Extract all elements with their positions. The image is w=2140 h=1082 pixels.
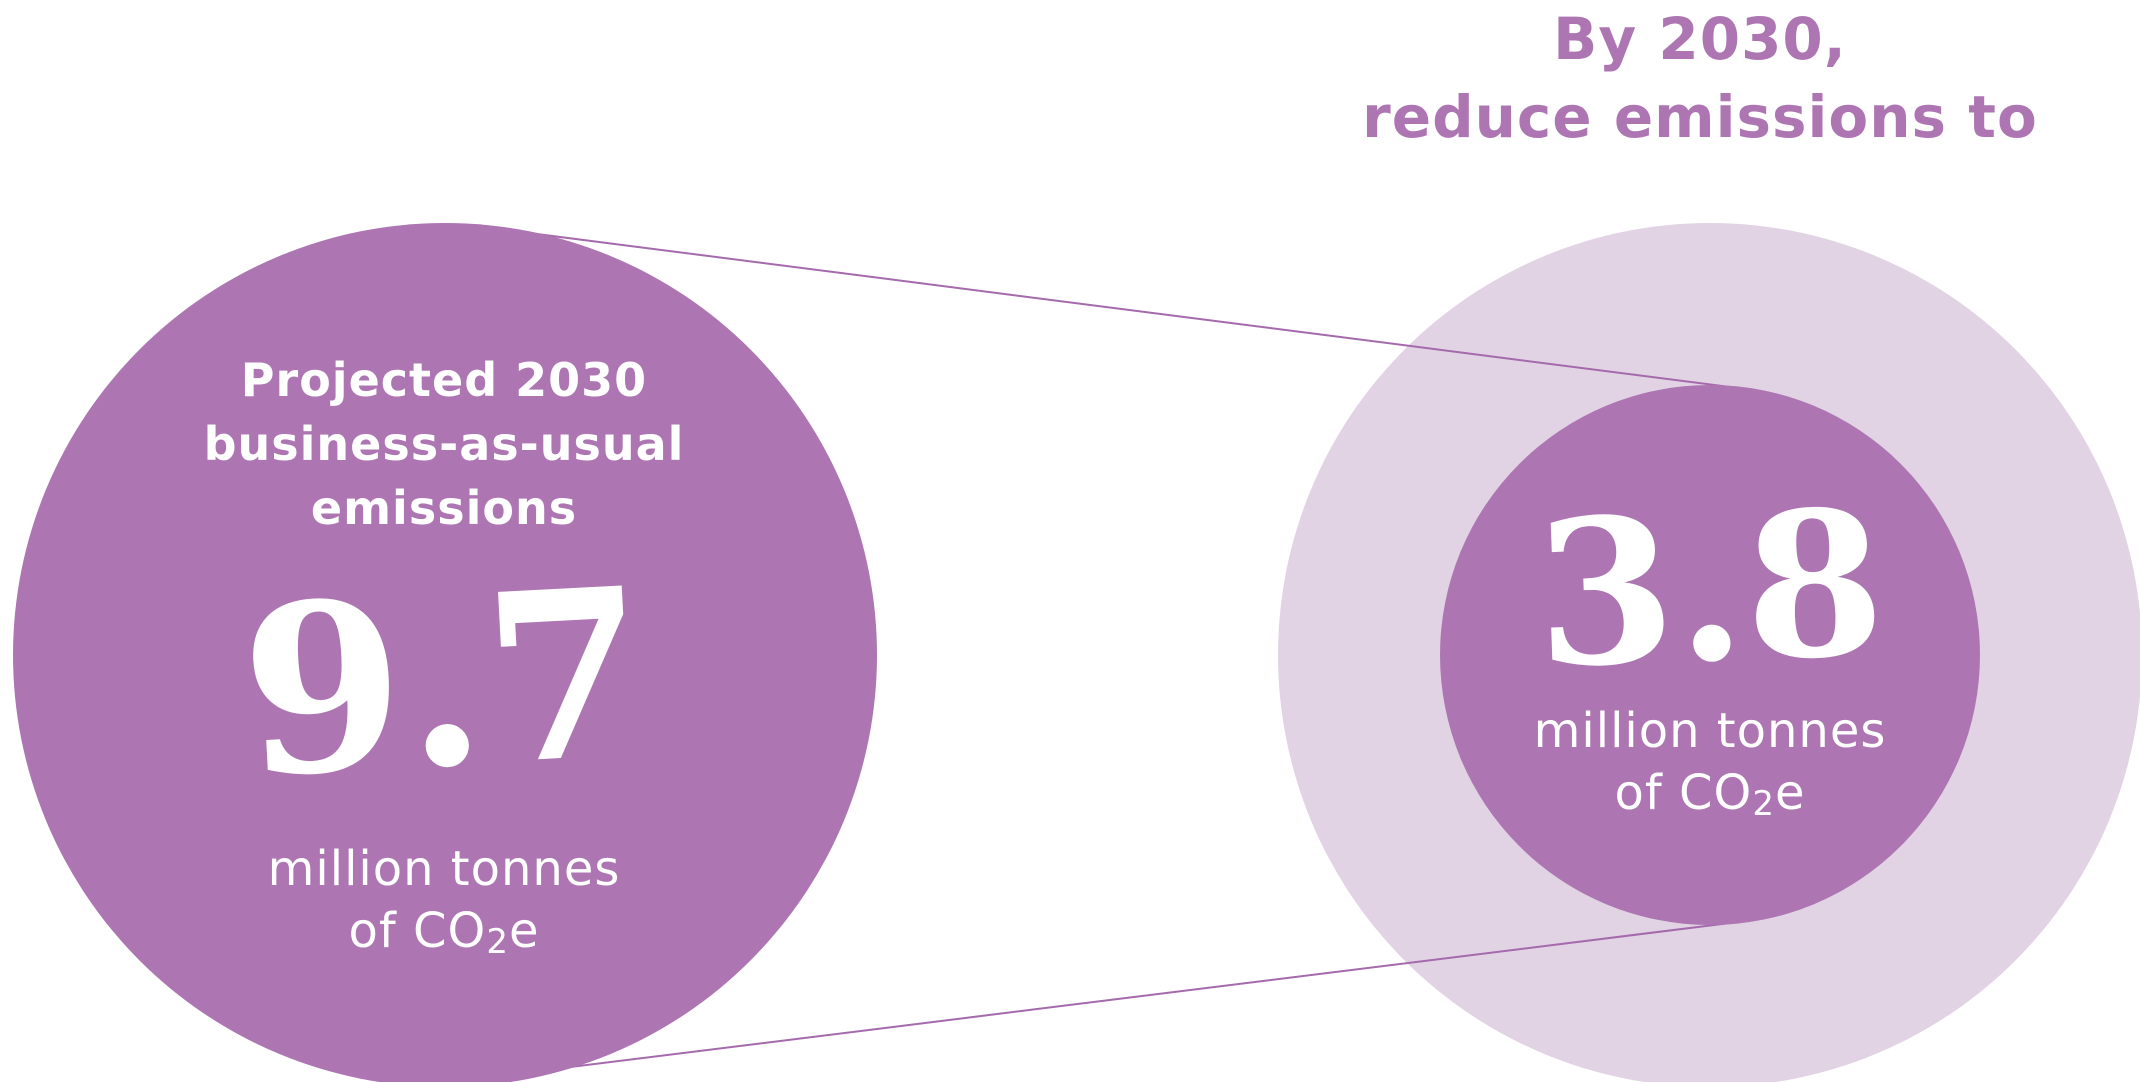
target-unit-subscript: 2 (1752, 784, 1775, 824)
projected-label: Projected 2030 business-as-usual emissio… (150, 348, 738, 540)
target-heading-line1: By 2030, (1553, 5, 1847, 73)
target-unit: million tonnes of CO2e (1440, 700, 1980, 824)
connector-line-bottom (489, 922, 1731, 1078)
connector-line-top (489, 227, 1731, 388)
target-unit-prefix: of CO (1614, 765, 1753, 821)
projected-unit-line2: of CO2e (150, 900, 738, 962)
projected-unit-prefix: of CO (348, 903, 487, 959)
projected-unit: million tonnes of CO2e (150, 838, 738, 962)
projected-label-line1: Projected 2030 (240, 353, 648, 407)
projected-unit-line1: million tonnes (267, 841, 621, 897)
target-unit-line1: million tonnes (1533, 703, 1887, 759)
projected-emissions-circle (13, 223, 877, 1082)
target-unit-suffix: e (1774, 765, 1806, 821)
projected-value: 9.7 (235, 535, 653, 830)
target-value: 3.8 (1532, 466, 1888, 714)
projected-unit-suffix: e (508, 903, 540, 959)
target-unit-line2: of CO2e (1440, 762, 1980, 824)
target-emissions-circle (1440, 385, 1980, 925)
target-heading-line2: reduce emissions to (1362, 83, 2038, 151)
projected-unit-subscript: 2 (486, 922, 509, 962)
projected-label-line3: emissions (310, 481, 578, 535)
target-heading: By 2030, reduce emissions to (1340, 0, 2060, 156)
projected-label-line2: business-as-usual (203, 417, 685, 471)
